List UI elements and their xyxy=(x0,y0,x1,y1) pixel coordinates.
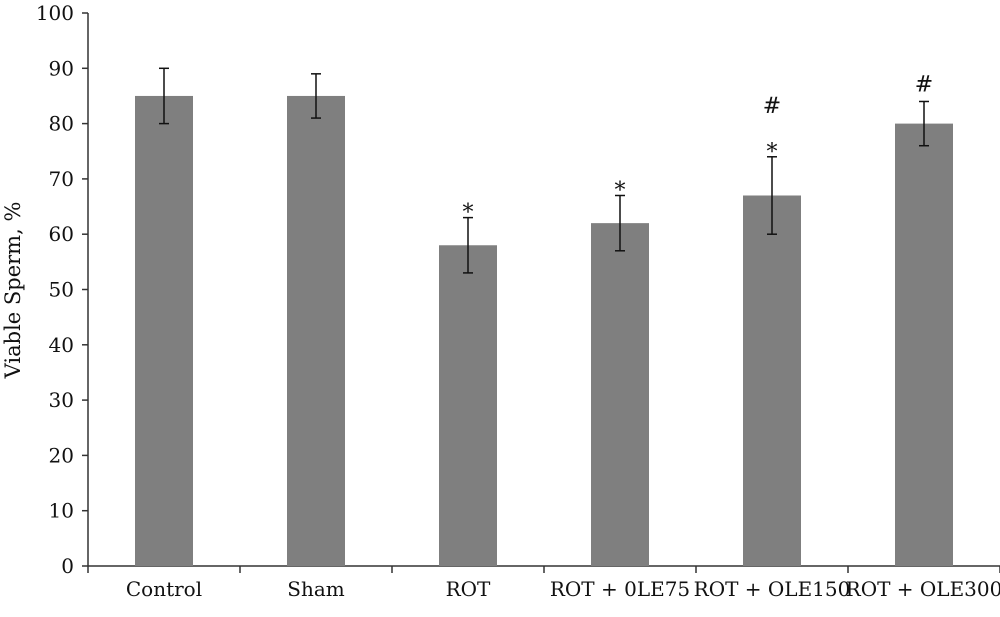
significance-hash: # xyxy=(763,94,781,119)
significance-asterisk: * xyxy=(463,201,474,226)
y-tick-label: 0 xyxy=(61,554,74,578)
bar xyxy=(439,245,497,566)
y-tick-label: 100 xyxy=(36,1,74,25)
category-label: Control xyxy=(126,577,202,601)
category-label: ROT + OLE300 xyxy=(846,577,1000,601)
y-tick-label: 30 xyxy=(49,388,74,412)
y-tick-label: 10 xyxy=(49,499,74,523)
category-label: ROT + 0LE75 xyxy=(550,577,690,601)
plot-area: 0 10 20 30 40 50 60 70 80 90 100 Control Sham ROT * ROT… xyxy=(36,1,1000,601)
bar xyxy=(743,195,801,567)
significance-asterisk: * xyxy=(767,140,778,165)
y-tick-label: 20 xyxy=(49,443,74,467)
significance-hash: # xyxy=(915,72,933,97)
significance-asterisk: * xyxy=(615,178,626,203)
y-tick-label: 70 xyxy=(49,167,74,191)
bar xyxy=(287,95,345,566)
y-tick-label: 40 xyxy=(49,333,74,357)
category-label: ROT xyxy=(446,577,491,601)
bar xyxy=(135,95,193,566)
category-label: ROT + OLE150 xyxy=(694,577,851,601)
category-label: Sham xyxy=(287,577,345,601)
y-tick-label: 60 xyxy=(49,222,74,246)
y-tick-label: 80 xyxy=(49,112,74,136)
y-tick-label: 90 xyxy=(49,56,74,80)
bar xyxy=(591,223,649,566)
y-tick-label: 50 xyxy=(49,278,74,302)
bar xyxy=(895,123,953,566)
y-axis-title: Viable Sperm, % xyxy=(1,202,25,380)
